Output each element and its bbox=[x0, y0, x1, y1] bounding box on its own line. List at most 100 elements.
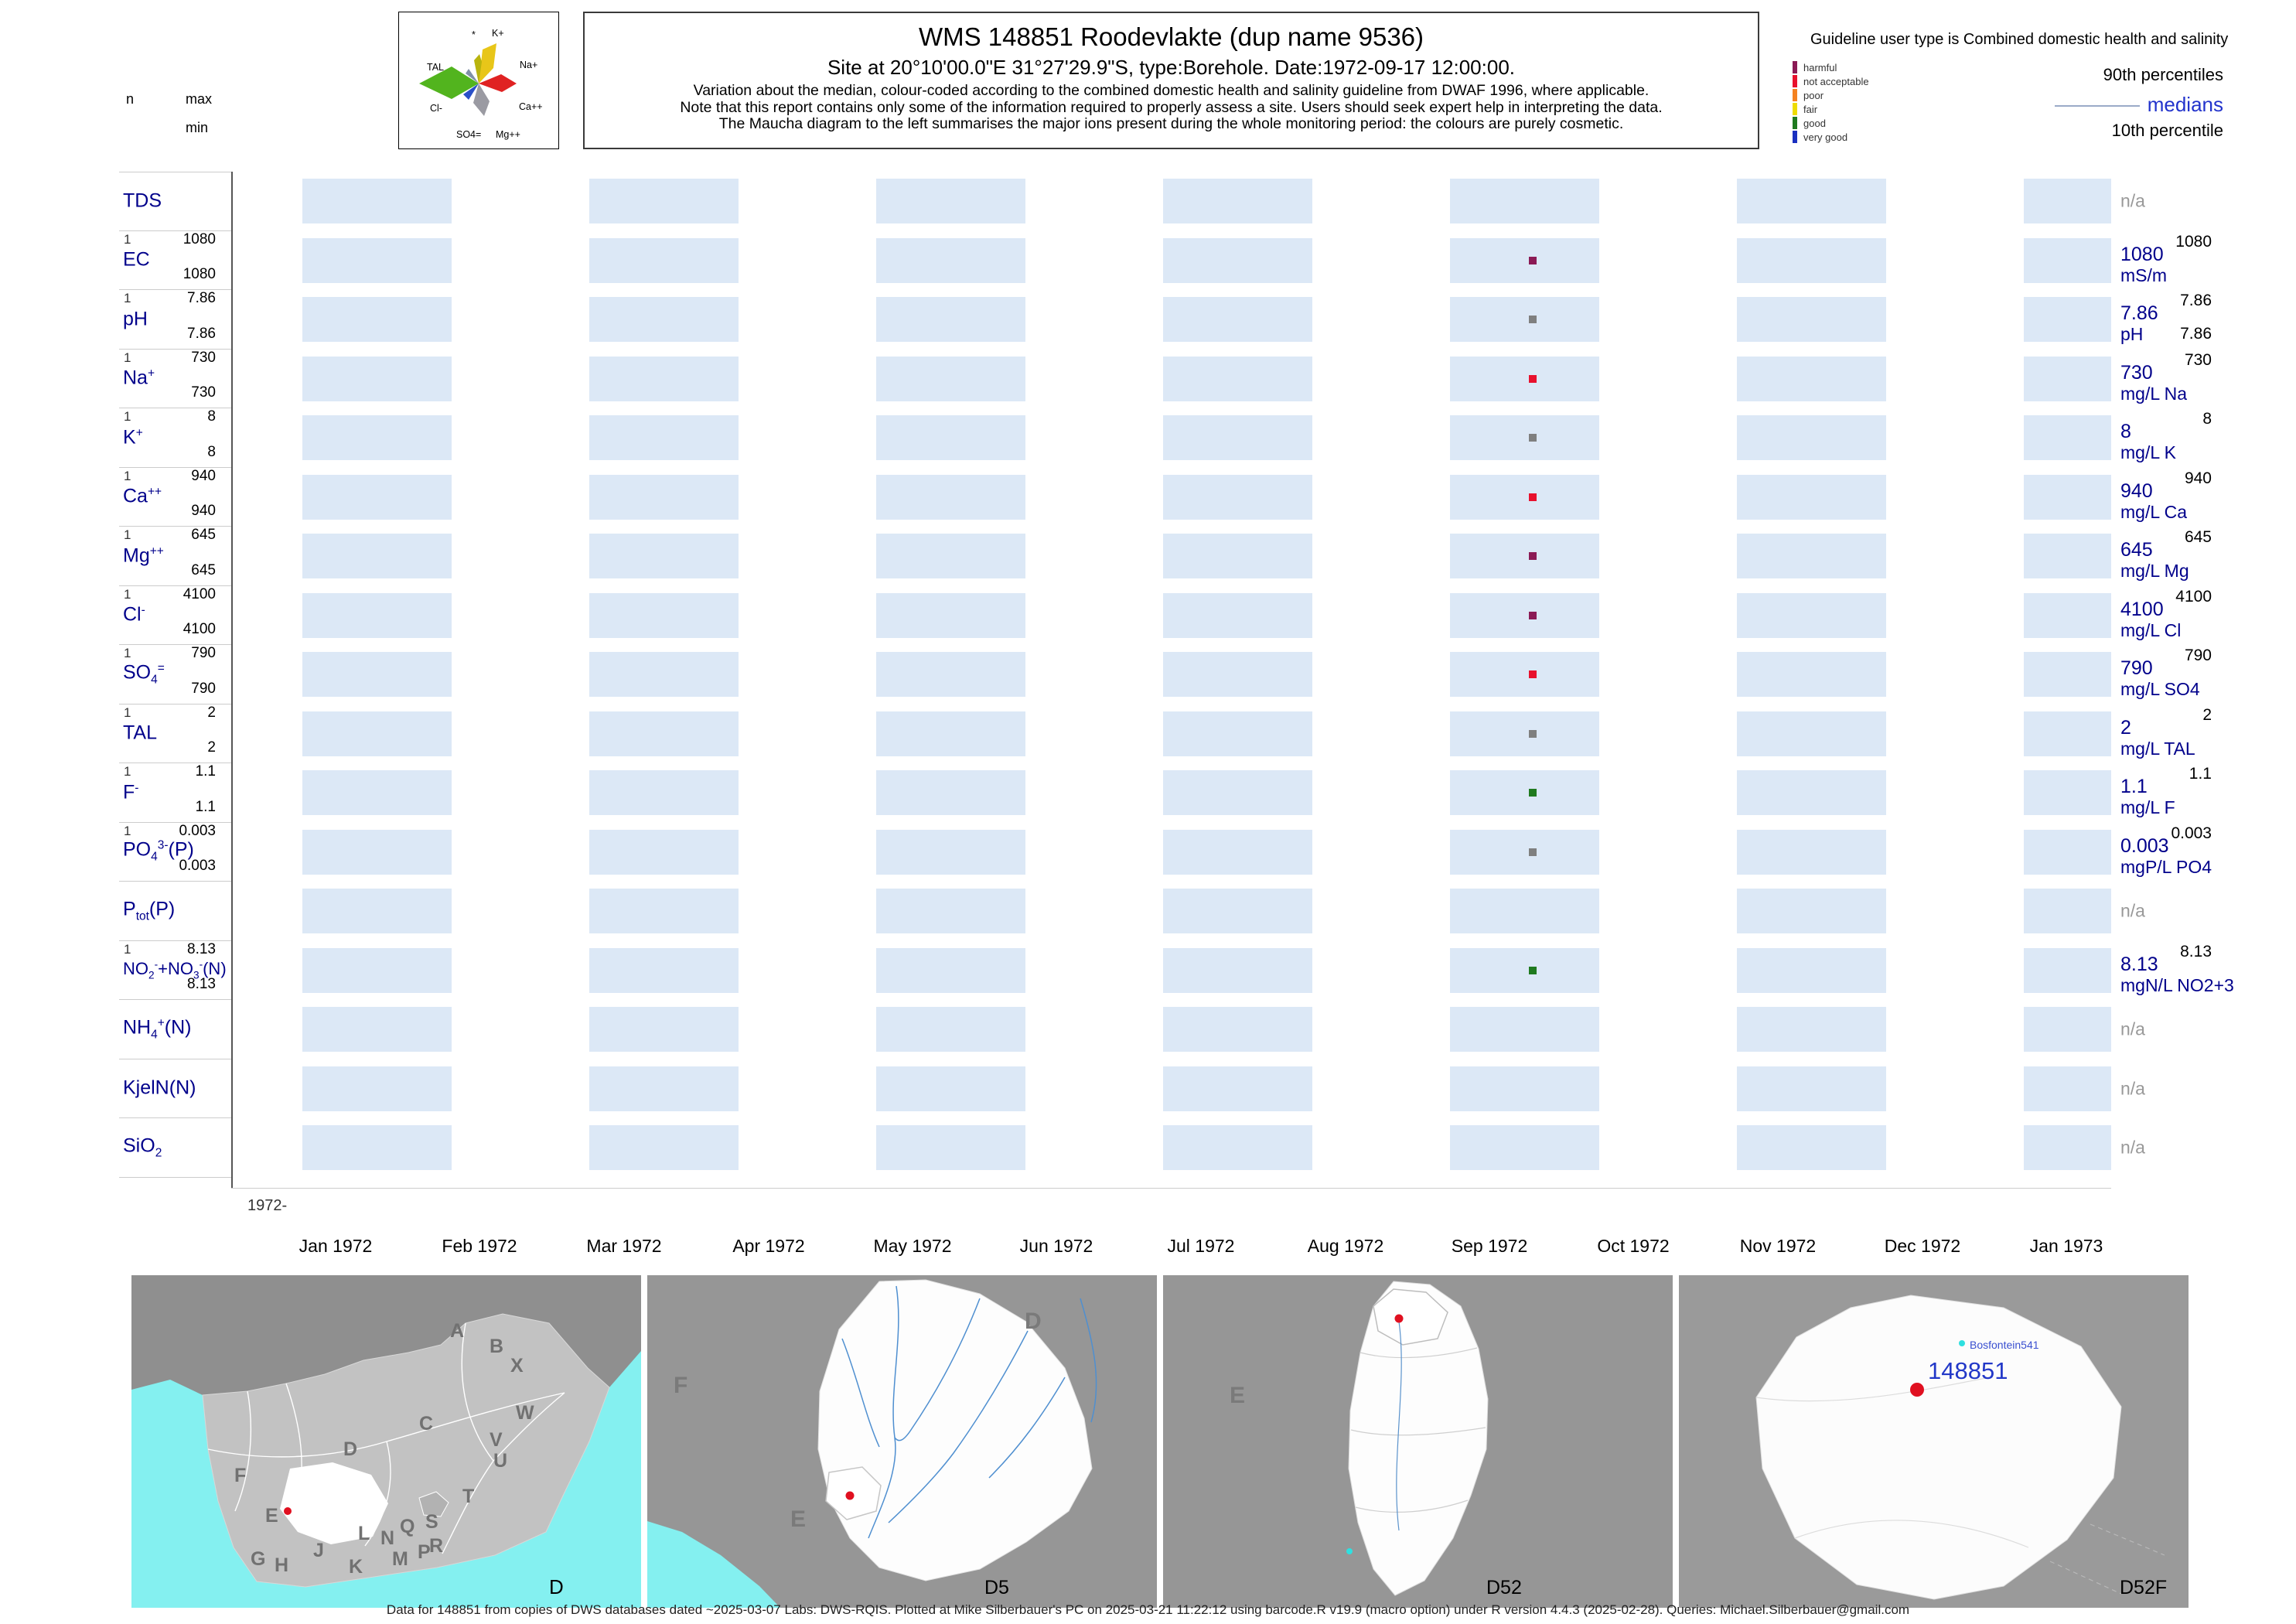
p90-value: 1080 bbox=[2175, 232, 2212, 251]
guideline-class: fair bbox=[1793, 102, 1869, 116]
sample-count: 1 bbox=[124, 350, 131, 365]
unit-label: mg/L K bbox=[2120, 442, 2177, 462]
max-value: 8 bbox=[207, 408, 216, 425]
very-good-swatch bbox=[1793, 131, 1797, 143]
min-value: 645 bbox=[191, 561, 216, 578]
na-label: n/a bbox=[2120, 1078, 2145, 1099]
svg-text:C: C bbox=[419, 1413, 433, 1435]
unit-label: mg/L Cl bbox=[2120, 619, 2182, 640]
plot-strip bbox=[231, 645, 2111, 705]
svg-text:S: S bbox=[425, 1511, 438, 1533]
p90-value: 790 bbox=[2184, 647, 2212, 664]
data-point bbox=[1529, 1144, 1537, 1151]
month-label: Aug 1972 bbox=[1307, 1236, 1384, 1256]
map-corner-label: D52 bbox=[1486, 1577, 1522, 1598]
basin-outline bbox=[817, 1279, 1093, 1581]
annotation-cell: 790 790 mg/L SO4 bbox=[2117, 645, 2296, 705]
note-line: Variation about the median, colour-coded… bbox=[693, 82, 1650, 99]
month-label: Feb 1972 bbox=[442, 1236, 517, 1256]
boundary-dashes bbox=[2049, 1523, 2165, 1595]
min-value: 1.1 bbox=[195, 798, 216, 815]
param-label-cell: TDS bbox=[119, 172, 231, 231]
plot-strip bbox=[231, 882, 2111, 941]
plot-strip bbox=[231, 408, 2111, 468]
region-letters: F E D bbox=[674, 1308, 1042, 1532]
min-value: 0.003 bbox=[179, 858, 216, 874]
station-id-label: 148851 bbox=[1928, 1357, 2008, 1384]
title-box: WMS 148851 Roodevlakte (dup name 9536) S… bbox=[583, 12, 1759, 149]
station-name-label: Bosfontein541 bbox=[1970, 1339, 2039, 1351]
min-value: 8.13 bbox=[187, 976, 216, 992]
note-line: The Maucha diagram to the left summarise… bbox=[718, 115, 1624, 132]
annotation-cell: n/a bbox=[2117, 882, 2296, 941]
param-label-cell: 1 7.86 pH 7.86 bbox=[119, 290, 231, 350]
month-label: May 1972 bbox=[873, 1236, 952, 1256]
sub-basin-highlight bbox=[1373, 1288, 1448, 1346]
max-value: 1.1 bbox=[195, 763, 216, 780]
data-point bbox=[1529, 197, 1537, 205]
min-value: 4100 bbox=[183, 621, 216, 637]
plot-strip bbox=[231, 763, 2111, 823]
site-marker bbox=[284, 1507, 292, 1515]
guideline-class: good bbox=[1793, 116, 1869, 130]
stats-legend-n: n bbox=[126, 91, 135, 107]
svg-text:F: F bbox=[234, 1465, 246, 1486]
annotation-cell: 1.1 1.1 mg/L F bbox=[2117, 763, 2296, 823]
median-value: 1.1 bbox=[2120, 776, 2148, 797]
report-title: WMS 148851 Roodevlakte (dup name 9536) bbox=[918, 22, 1424, 51]
month-label: Jul 1972 bbox=[1167, 1236, 1235, 1256]
param-name: SiO2 bbox=[123, 1134, 162, 1160]
param-row-po4: 1 0.003 PO43-(P) 0.003 0.003 0.003 mgP/L PO4 bbox=[0, 823, 2296, 882]
param-name: Ptot(P) bbox=[123, 898, 176, 923]
param-name: Na+ bbox=[123, 367, 155, 389]
median-value: 1080 bbox=[2120, 243, 2164, 265]
data-point bbox=[1529, 907, 1537, 915]
quaternary-basin bbox=[1755, 1295, 2122, 1600]
annotation-cell: n/a bbox=[2117, 1118, 2296, 1178]
annotation-cell: n/a bbox=[2117, 1000, 2296, 1059]
max-value: 0.003 bbox=[179, 822, 216, 839]
param-name: SO4= bbox=[123, 661, 165, 687]
param-name: TDS bbox=[123, 189, 162, 212]
param-row-ptot: Ptot(P) n/a bbox=[0, 882, 2296, 941]
param-label-cell: Ptot(P) bbox=[119, 882, 231, 941]
min-value: 1080 bbox=[183, 266, 216, 282]
guideline-class: harmful bbox=[1793, 60, 1869, 74]
guideline-class: poor bbox=[1793, 88, 1869, 102]
month-label: Oct 1972 bbox=[1597, 1236, 1670, 1256]
plot-strip bbox=[231, 1000, 2111, 1059]
plot-strip bbox=[231, 1059, 2111, 1119]
p90-value: 0.003 bbox=[2171, 824, 2212, 842]
param-name: pH bbox=[123, 308, 148, 330]
median-value: 2 bbox=[2120, 716, 2131, 739]
param-label-cell: 1 730 Na+ 730 bbox=[119, 350, 231, 408]
annotation-cell: 7.86 7.86 pH 7.86 bbox=[2117, 290, 2296, 350]
maucha-diagram-box: * K+ TAL Na+ Cl- Ca++ SO4= Mg++ bbox=[398, 12, 559, 149]
svg-text:Q: Q bbox=[400, 1516, 415, 1537]
map-quaternary-d52f: Bosfontein541 148851 D52F bbox=[1679, 1275, 2189, 1608]
param-label-cell: 1 940 Ca++ 940 bbox=[119, 468, 231, 527]
annotation-cell: n/a bbox=[2117, 172, 2296, 231]
maucha-diagram: * K+ TAL Na+ Cl- Ca++ SO4= Mg++ bbox=[419, 28, 543, 140]
maucha-wedge-k bbox=[474, 54, 482, 84]
map-drainage-d52: E D52 bbox=[1163, 1275, 1673, 1608]
harmful-swatch bbox=[1793, 61, 1797, 73]
median-value: 645 bbox=[2120, 539, 2153, 561]
p90-value: 8 bbox=[2202, 410, 2212, 428]
param-label-cell: 1 2 TAL 2 bbox=[119, 705, 231, 763]
annotation-cell: 940 940 mg/L Ca bbox=[2117, 468, 2296, 527]
max-value: 645 bbox=[191, 527, 216, 543]
p90-value: 730 bbox=[2184, 350, 2212, 369]
min-value: 7.86 bbox=[187, 325, 216, 342]
annotation-cell: 730 730 mg/L Na bbox=[2117, 350, 2296, 409]
param-row-sio2: SiO2 n/a bbox=[0, 1118, 2296, 1178]
max-value: 790 bbox=[191, 645, 216, 661]
param-row-tds: TDS n/a bbox=[0, 172, 2296, 231]
param-name: K+ bbox=[123, 426, 143, 449]
param-name: Mg++ bbox=[123, 544, 164, 567]
plot-strip bbox=[231, 468, 2111, 527]
site-subtitle: Site at 20°10'00.0"E 31°27'29.9"S, type:… bbox=[827, 56, 1516, 79]
guideline-title: Guideline user type is Combined domestic… bbox=[1810, 31, 2229, 48]
plot-strip bbox=[231, 586, 2111, 646]
basin-outline bbox=[1348, 1281, 1489, 1596]
